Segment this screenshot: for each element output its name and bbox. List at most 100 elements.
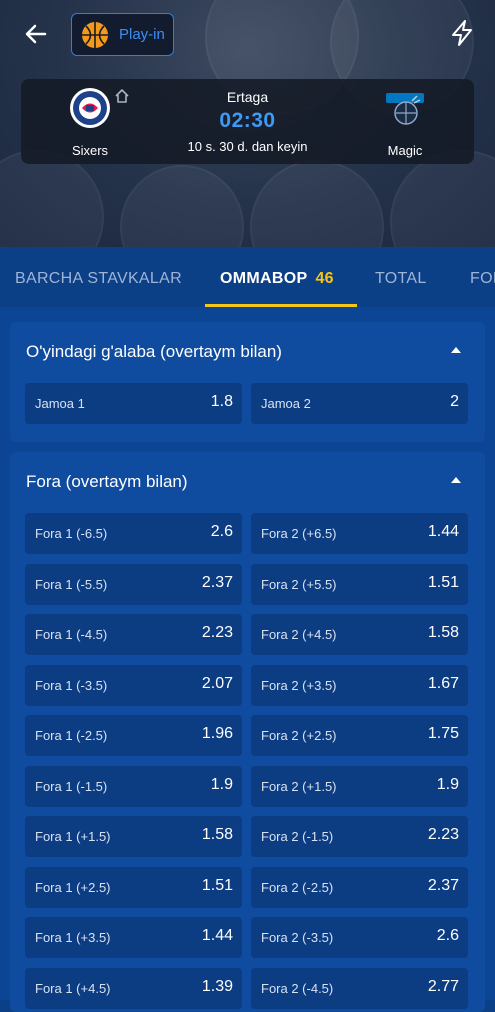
chevron-up-icon[interactable] bbox=[450, 346, 462, 354]
match-countdown: 10 s. 30 d. dan keyin bbox=[187, 139, 308, 154]
arrow-left-icon bbox=[25, 24, 47, 44]
odd-button[interactable]: Fora 2 (+3.5) 1.67 bbox=[251, 664, 468, 706]
odd-label: Jamoa 1 bbox=[35, 396, 85, 411]
market-handicap-title[interactable]: Fora (overtaym bilan) bbox=[26, 472, 188, 491]
tab-total[interactable]: TOTAL bbox=[375, 270, 427, 287]
odd-label: Fora 1 (-4.5) bbox=[35, 627, 108, 642]
odd-button[interactable]: Fora 2 (+5.5) 1.51 bbox=[251, 563, 468, 605]
odd-value: 1.58 bbox=[427, 624, 459, 641]
odd-button[interactable]: Fora 1 (-4.5) 2.23 bbox=[25, 614, 242, 655]
tab-popular-label: OMMABOP bbox=[220, 270, 308, 287]
market-tabs: BARCHA STAVKALAR OMMABOP 46 TOTAL FOR bbox=[0, 247, 495, 307]
odd-value: 1.44 bbox=[427, 523, 459, 540]
quick-bet-button[interactable] bbox=[447, 17, 477, 49]
home-icon bbox=[115, 89, 129, 103]
odd-label: Fora 2 (-2.5) bbox=[261, 879, 334, 895]
match-card: Sixers Ertaga 02:30 10 s. 30 d. dan keyi… bbox=[21, 79, 474, 164]
odd-value: 1.67 bbox=[427, 674, 459, 692]
odd-label: Fora 1 (-1.5) bbox=[35, 778, 108, 794]
odd-value: 1.9 bbox=[210, 775, 233, 793]
sixers-logo-icon bbox=[70, 88, 110, 128]
odd-label: Fora 1 (+2.5) bbox=[35, 879, 111, 895]
odd-label: Fora 2 (+1.5) bbox=[261, 778, 337, 794]
tab-popular[interactable]: OMMABOP 46 bbox=[220, 270, 334, 288]
background-ball bbox=[390, 150, 495, 247]
odd-button[interactable]: Fora 1 (-6.5) 2.6 bbox=[25, 513, 242, 554]
odd-label: Fora 1 (+3.5) bbox=[35, 930, 111, 945]
markets-list: O'yindagi g'alaba (overtaym bilan) Jamoa… bbox=[0, 307, 495, 1012]
lightning-icon bbox=[452, 20, 472, 46]
tab-popular-count: 46 bbox=[315, 270, 334, 287]
odd-label: Fora 2 (+2.5) bbox=[261, 728, 337, 743]
odd-button[interactable]: Fora 1 (-2.5) 1.96 bbox=[25, 715, 242, 756]
odd-value: 1.9 bbox=[436, 775, 459, 793]
background-ball bbox=[250, 160, 384, 247]
market-handicap: Fora (overtaym bilan) Fora 1 (-6.5) 2.6 Fo… bbox=[10, 452, 485, 1012]
odd-button[interactable]: Fora 2 (-3.5) 2.6 bbox=[251, 917, 468, 958]
odd-button[interactable]: Fora 1 (-3.5) 2.07 bbox=[25, 664, 242, 706]
odd-label: Jamoa 2 bbox=[261, 396, 311, 411]
play-in-badge[interactable]: Play-in bbox=[71, 13, 174, 56]
odd-button[interactable]: Fora 1 (-1.5) 1.9 bbox=[25, 765, 242, 807]
odd-value: 2.07 bbox=[201, 674, 233, 692]
odd-value: 2 bbox=[450, 393, 459, 410]
odd-label: Fora 2 (-4.5) bbox=[261, 980, 334, 996]
market-winner: O'yindagi g'alaba (overtaym bilan) Jamoa… bbox=[10, 322, 485, 442]
odd-label: Fora 2 (-3.5) bbox=[261, 930, 334, 945]
match-time: 02:30 bbox=[219, 109, 276, 132]
odd-button[interactable]: Fora 1 (-5.5) 2.37 bbox=[25, 563, 242, 605]
odd-value: 2.37 bbox=[427, 876, 459, 894]
odd-label: Fora 2 (+3.5) bbox=[261, 677, 337, 693]
away-team-name: Magic bbox=[387, 143, 423, 158]
odd-value: 2.23 bbox=[427, 826, 459, 843]
odd-label: Fora 1 (-3.5) bbox=[35, 677, 108, 693]
odd-label: Fora 2 (-1.5) bbox=[261, 829, 334, 844]
odd-button[interactable]: Fora 2 (-2.5) 2.37 bbox=[251, 866, 468, 908]
odd-value: 1.8 bbox=[210, 393, 233, 410]
odd-button[interactable]: Fora 1 (+3.5) 1.44 bbox=[25, 917, 242, 958]
active-tab-indicator bbox=[205, 304, 357, 307]
odd-label: Fora 2 (+5.5) bbox=[261, 576, 337, 592]
odd-label: Fora 1 (-5.5) bbox=[35, 576, 108, 592]
odd-button[interactable]: Fora 2 (+2.5) 1.75 bbox=[251, 715, 468, 756]
odd-button[interactable]: Jamoa 2 2 bbox=[251, 383, 468, 424]
tab-handicap[interactable]: FOR bbox=[470, 270, 495, 287]
tab-all-bets[interactable]: BARCHA STAVKALAR bbox=[15, 270, 182, 287]
odd-value: 2.77 bbox=[427, 977, 459, 995]
market-winner-title[interactable]: O'yindagi g'alaba (overtaym bilan) bbox=[26, 342, 282, 361]
odd-label: Fora 2 (+6.5) bbox=[261, 526, 337, 541]
odd-value: 2.6 bbox=[210, 523, 233, 540]
odd-button[interactable]: Fora 2 (+6.5) 1.44 bbox=[251, 513, 468, 554]
match-header: Play-in Sixers Ertaga 02:30 10 s. 30 d. … bbox=[0, 0, 495, 247]
home-team[interactable]: Sixers bbox=[40, 87, 140, 158]
odd-value: 2.37 bbox=[201, 573, 233, 591]
away-team[interactable]: Magic bbox=[355, 87, 455, 158]
odd-button[interactable]: Jamoa 1 1.8 bbox=[25, 383, 242, 424]
odd-button[interactable]: Fora 1 (+4.5) 1.39 bbox=[25, 967, 242, 1009]
odd-button[interactable]: Fora 2 (+4.5) 1.58 bbox=[251, 614, 468, 655]
match-time-info: Ertaga 02:30 10 s. 30 d. dan keyin bbox=[21, 89, 474, 154]
odd-value: 1.39 bbox=[201, 977, 233, 995]
odd-value: 2.6 bbox=[436, 927, 459, 944]
odd-button[interactable]: Fora 2 (-4.5) 2.77 bbox=[251, 967, 468, 1009]
play-in-label: Play-in bbox=[119, 26, 165, 43]
odd-value: 1.75 bbox=[427, 725, 459, 742]
odd-label: Fora 1 (+4.5) bbox=[35, 980, 111, 996]
chevron-up-icon[interactable] bbox=[450, 476, 462, 484]
odd-label: Fora 1 (-2.5) bbox=[35, 728, 108, 743]
odd-value: 1.51 bbox=[427, 573, 459, 591]
background-ball bbox=[120, 165, 244, 247]
odd-value: 1.44 bbox=[201, 927, 233, 944]
odd-value: 2.23 bbox=[201, 624, 233, 641]
odd-button[interactable]: Fora 1 (+1.5) 1.58 bbox=[25, 816, 242, 857]
odd-label: Fora 2 (+4.5) bbox=[261, 627, 337, 642]
back-button[interactable] bbox=[20, 18, 52, 50]
odd-value: 1.58 bbox=[201, 826, 233, 843]
odd-button[interactable]: Fora 1 (+2.5) 1.51 bbox=[25, 866, 242, 908]
odd-value: 1.96 bbox=[201, 725, 233, 742]
odd-label: Fora 1 (-6.5) bbox=[35, 526, 108, 541]
odd-button[interactable]: Fora 2 (-1.5) 2.23 bbox=[251, 816, 468, 857]
odd-button[interactable]: Fora 2 (+1.5) 1.9 bbox=[251, 765, 468, 807]
magic-logo-icon bbox=[386, 93, 424, 125]
background-ball bbox=[0, 150, 104, 247]
